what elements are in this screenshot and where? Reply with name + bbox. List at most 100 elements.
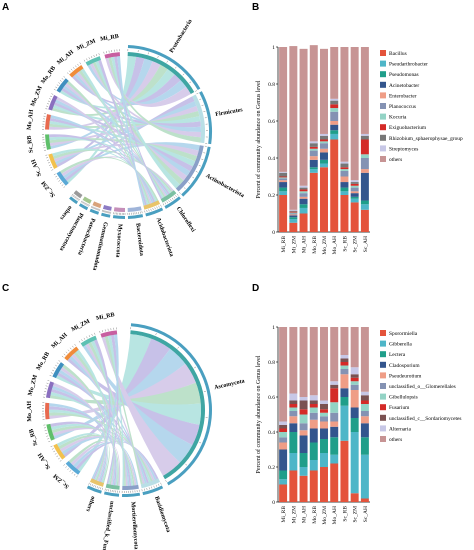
bar-segment-unclassified-o-glomerellales-mi-rb xyxy=(279,437,288,443)
bar-segment-enterobacter-mi-rb xyxy=(279,180,288,183)
bar-segment-cladosporium-mo-rb xyxy=(309,428,318,443)
sample-arc-sc-zm xyxy=(65,460,81,475)
taxon-label-mortierellomycota: Mortierellomycota xyxy=(129,501,138,549)
taxon-arc-acidobacteriota xyxy=(143,200,161,210)
ribbon-sc-rb-firmicutes xyxy=(49,106,199,147)
sample-arc-mi-ah xyxy=(64,346,79,361)
bar-segment-others-sc-zm xyxy=(350,47,359,181)
taxon-label-firmicutes: Firmicutes xyxy=(215,107,244,118)
taxon-tick xyxy=(73,195,75,198)
sample-tick xyxy=(53,89,56,91)
bar-segment-sporormiella-mo-rb xyxy=(309,470,318,502)
taxon-outer-band-patescibacteria xyxy=(89,208,100,215)
bar-segment-gibberella-mo-rb xyxy=(309,460,318,471)
legend-swatch-pseudeurotium xyxy=(380,372,386,379)
bar-segment-lectera-sc-rb xyxy=(340,397,349,406)
bar-segment-enterobacter-mi-ah xyxy=(299,196,308,199)
sample-tick xyxy=(53,173,56,175)
taxon-tick xyxy=(201,104,204,106)
bar-segment-rhizobium-sphaerophysae-group-mo-zm xyxy=(320,135,328,140)
taxon-tick xyxy=(88,482,90,485)
taxon-arc-mortierellomycota xyxy=(122,484,139,490)
taxon-arc-firmicutes xyxy=(192,94,205,144)
bar-segment-fusarium-mi-zm xyxy=(289,404,298,408)
bar-segment-pseudarthrobacter-sc-ah xyxy=(360,204,369,210)
bar-segment-bacillus-mi-ah xyxy=(299,213,308,232)
sample-arc-mo-ah xyxy=(45,114,51,130)
legend-label-exiguobacterium: Exiguobacterium xyxy=(389,125,427,131)
bar-segment-sporormiella-mi-zm xyxy=(289,470,298,502)
sample-arc-mi-rb xyxy=(100,330,118,338)
bar-segment-others-mo-rb xyxy=(309,327,318,396)
bar-segment-kocuria-mo-rb xyxy=(309,148,318,151)
bar-segment-planococcus-mi-rb xyxy=(279,178,288,181)
sample-label-mi-zm: Mi_ZM xyxy=(76,38,97,52)
bar-segment-acinetobacter-sc-ah xyxy=(360,172,369,201)
taxon-tick xyxy=(201,158,204,160)
sample-label-sc-ah: Sc_AH xyxy=(37,451,52,470)
sample-tick xyxy=(56,178,59,180)
stacked-bar-chart-b: 0 0.2 0.4 0.6 0.8 1 Percent of community abund… xyxy=(255,45,463,255)
bar-segment-lectera-sc-ah xyxy=(360,437,369,455)
taxon-outer-band-chloroflexi xyxy=(164,196,181,209)
taxon-tick xyxy=(173,196,176,199)
legend-label-pseudarthrobacter: Pseudarthrobacter xyxy=(389,62,428,68)
sample-label-sc-zm: Sc_ZM xyxy=(52,472,70,489)
legend-label-streptomyces: Streptomyces xyxy=(389,146,418,152)
sample-tick xyxy=(50,372,53,374)
ribbons-a xyxy=(49,56,202,206)
bar-segment-pseudomonas-sc-ah xyxy=(360,200,369,205)
bar-segment-enterobacter-sc-rb xyxy=(340,176,349,183)
x-tick-label-mi-ah: Mi_AH xyxy=(302,236,308,253)
taxon-tick xyxy=(78,199,80,201)
y-tick-label: 1 xyxy=(272,45,275,51)
sample-tick xyxy=(47,380,50,382)
sample-label-sc-rb: Sc_RB xyxy=(27,135,35,153)
taxon-arc-unclassified-k-fungi xyxy=(105,483,120,490)
bar-segment-pseudarthrobacter-sc-zm xyxy=(350,198,359,203)
sample-tick xyxy=(83,59,86,62)
bar-segment-acinetobacter-mo-zm xyxy=(320,152,328,160)
bar-segment-others-mo-ah xyxy=(330,47,339,99)
sample-tick xyxy=(50,167,53,169)
taxon-tick xyxy=(91,205,93,208)
legend-label-others: others xyxy=(389,157,402,163)
legend-label-alternaria: Alternaria xyxy=(389,426,411,432)
taxon-tick xyxy=(192,176,195,179)
bar-segment-alternaria-mi-zm xyxy=(289,393,298,401)
bar-segment-unclassified-o-glomerellales-mo-zm xyxy=(320,416,328,422)
taxon-tick xyxy=(199,442,202,444)
bar-segment-others-mo-ah xyxy=(330,327,339,382)
bar-segment-pseudarthrobacter-mo-zm xyxy=(320,163,328,168)
sample-tick xyxy=(51,169,54,171)
legend-label-bacillus: Bacillus xyxy=(389,51,407,57)
x-tick-label-mi-zm: Mi_ZM xyxy=(291,236,297,254)
x-tick-label-sc-zm: Sc_ZM xyxy=(353,506,359,523)
taxon-tick xyxy=(98,208,100,211)
bar-segment-streptomyces-mo-rb xyxy=(309,141,318,144)
bar-segment-unclassified-o-glomerellales-sc-ah xyxy=(360,411,369,417)
bar-segment-exiguobacterium-mi-rb xyxy=(279,176,288,178)
bar-segment-others-sc-ah xyxy=(360,47,369,134)
sample-label-mi-rb: Mi_RB xyxy=(96,312,116,322)
bar-segment-unclassified-c-sordariomycetes-mi-zm xyxy=(289,400,298,404)
bar-segment-enterobacter-mo-ah xyxy=(330,121,339,125)
sample-label-mo-ah: Mo_AH xyxy=(27,401,33,422)
bar-segment-bacillus-mi-rb xyxy=(279,195,288,232)
legend-label-gibberella: Gibberella xyxy=(389,342,412,348)
bar-segment-fusarium-mo-ah xyxy=(330,388,339,403)
sample-label-mo-rb: Mo_RB xyxy=(40,65,57,85)
sample-tick xyxy=(55,175,58,178)
bar-segment-pseudarthrobacter-sc-rb xyxy=(340,191,349,195)
taxon-tick xyxy=(93,206,95,209)
taxon-outer-band-firmicutes xyxy=(199,91,212,145)
bar-segment-alternaria-mo-ah xyxy=(330,381,339,385)
bar-segment-pseudarthrobacter-mi-ah xyxy=(299,207,308,214)
taxon-label-chloroflexi: Chloroflexi xyxy=(175,206,196,234)
bar-segment-pseudomonas-mo-zm xyxy=(320,159,328,164)
bar-segment-kocuria-sc-ah xyxy=(360,154,369,158)
bars-b: Mi_RB Mi_ZM Mi_AH Mo_RB Mo_ZM Mo_AH Sc_RB Sc_ZM… xyxy=(279,45,369,255)
ribbon-mi-ah-chloroflexi xyxy=(78,69,166,198)
taxon-arc-myxococcota xyxy=(113,207,125,212)
bar-segment-pseudarthrobacter-mi-zm xyxy=(289,219,298,223)
